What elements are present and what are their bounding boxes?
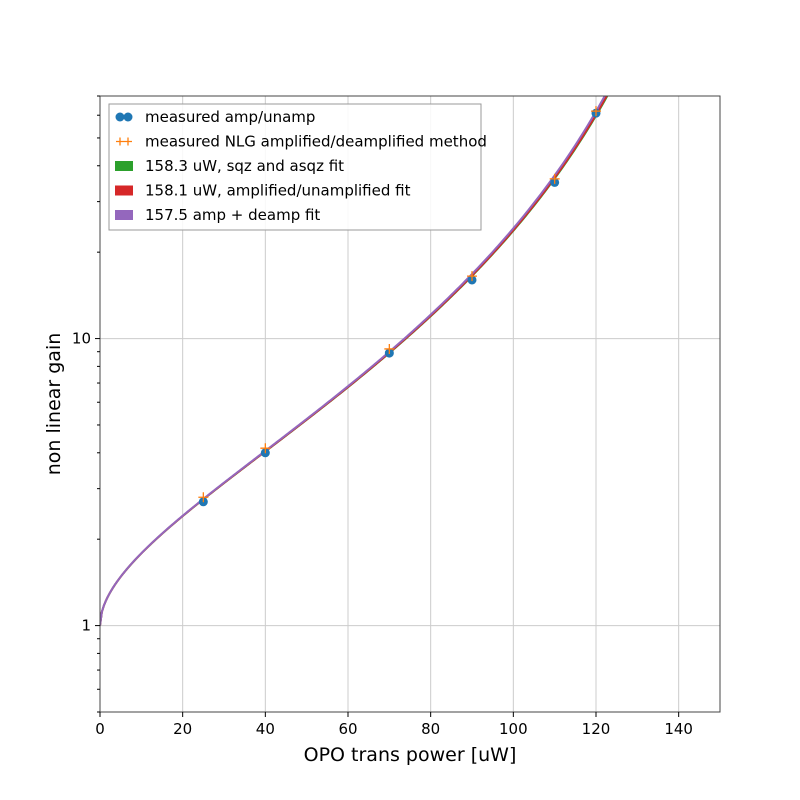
x-tick-label: 40	[256, 720, 275, 738]
data-point-nlg-method	[198, 492, 209, 503]
legend-label: measured NLG amplified/deamplified metho…	[145, 133, 487, 151]
x-tick-label: 100	[499, 720, 528, 738]
x-tick-label: 140	[664, 720, 693, 738]
fit-line	[100, 96, 606, 626]
data-point-nlg-method	[384, 343, 395, 354]
legend-marker-plus	[124, 137, 132, 146]
x-axis-label: OPO trans power [uW]	[304, 744, 517, 766]
y-tick-label: 1	[81, 617, 91, 635]
legend-marker-dot	[123, 112, 133, 122]
series-layer	[100, 96, 609, 626]
axis-ticks: 0 20 40 60 80 100 120 140 1 10	[72, 95, 693, 738]
legend-box	[108, 103, 482, 231]
data-point-nlg-method	[549, 173, 560, 184]
data-point-nlg-method	[467, 271, 477, 282]
legend-swatch	[115, 210, 133, 220]
plot-frame	[99, 95, 721, 713]
x-tick-label: 80	[421, 720, 440, 738]
data-point-nlg-method	[260, 443, 271, 454]
legend-marker-plus	[116, 137, 124, 146]
legend-swatch	[115, 185, 133, 196]
legend-label: 158.3 uW, sqz and asqz fit	[145, 157, 344, 175]
x-tick-label: 0	[95, 720, 105, 738]
x-tick-label: 20	[173, 720, 192, 738]
legend-swatch	[115, 161, 133, 171]
legend-label: measured amp/unamp	[145, 108, 315, 126]
legend-label: 157.5 amp + deamp fit	[145, 206, 320, 224]
y-axis-label: non linear gain	[43, 333, 65, 476]
data-point-nlg-method	[591, 106, 601, 117]
legend: measured amp/unamp measured NLG amplified…	[108, 103, 487, 231]
y-tick-label: 10	[72, 330, 91, 348]
x-tick-label: 60	[338, 720, 357, 738]
legend-label: 158.1 uW, amplified/unamplified fit	[145, 182, 411, 200]
legend-marker-dot	[115, 112, 125, 122]
x-tick-label: 120	[582, 720, 611, 738]
